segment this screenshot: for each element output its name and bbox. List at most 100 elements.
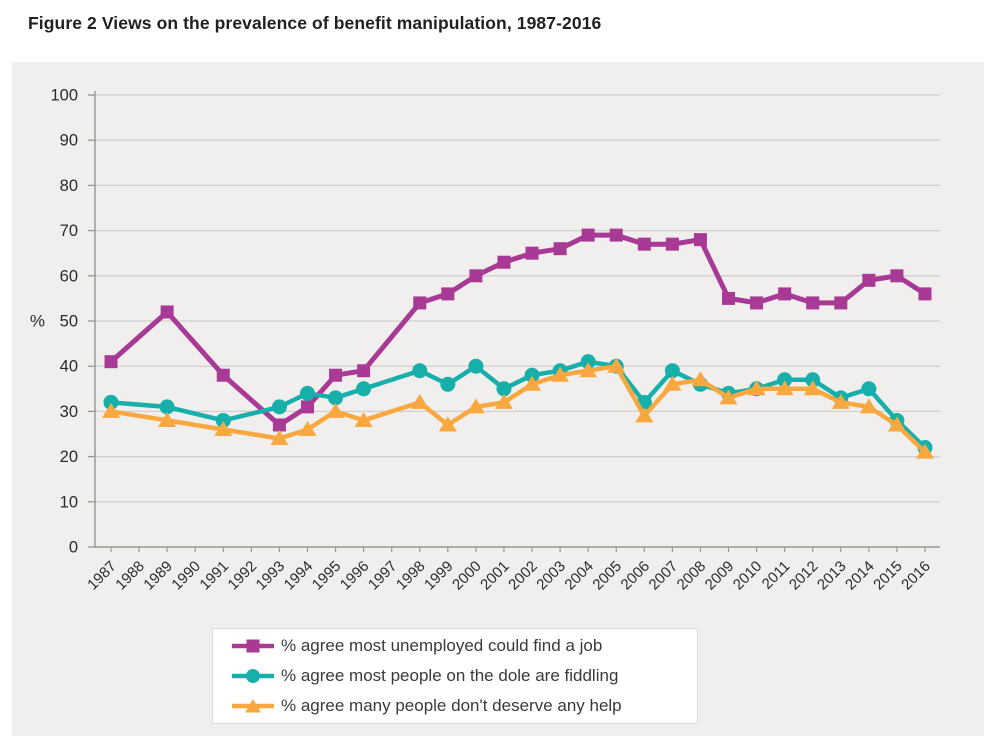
legend-circle [246, 669, 260, 683]
legend-square [246, 639, 260, 653]
series-square-marker [497, 255, 511, 269]
y-axis-tick-label: 80 [60, 177, 78, 195]
x-axis-tick-label: 1989 [140, 558, 176, 594]
series-circle-marker [664, 363, 680, 379]
x-axis-tick-label: 1993 [253, 558, 289, 594]
series-square-marker [890, 269, 904, 283]
series-square-marker [834, 296, 848, 310]
x-axis-tick-label: 1987 [84, 558, 120, 594]
series-circle-marker [861, 381, 877, 397]
x-axis-tick-label: 2006 [618, 558, 654, 594]
y-axis-unit-label: % [30, 312, 45, 331]
x-axis-tick-label: 1992 [225, 558, 261, 594]
series-square-marker [525, 246, 539, 260]
x-axis-tick-label: 2012 [786, 558, 822, 594]
series-square-marker [441, 287, 455, 301]
series-triangle-marker [438, 416, 457, 432]
series-circle-marker [524, 367, 540, 383]
x-axis-tick-label: 2009 [702, 558, 738, 594]
series-square-marker [272, 418, 286, 432]
series-triangle-marker [747, 380, 766, 396]
series-circle-marker [440, 376, 456, 392]
x-axis-tick-label: 1988 [112, 558, 148, 594]
x-axis-tick-label: 1997 [365, 558, 401, 594]
series-square-marker [329, 368, 343, 382]
series-circle-marker [215, 412, 231, 428]
series-circle-marker [805, 372, 821, 388]
legend-circle-glyph [232, 669, 274, 683]
series-square-marker [778, 287, 792, 301]
x-axis-tick-label: 2007 [646, 558, 682, 594]
series-triangle-marker [635, 407, 654, 423]
series-triangle-marker [270, 430, 289, 446]
x-axis-tick-label: 1996 [337, 558, 373, 594]
series-triangle-marker [579, 362, 598, 378]
y-axis-tick-label: 60 [60, 267, 78, 285]
y-axis-tick-label: 30 [60, 403, 78, 421]
legend-triangle [245, 699, 261, 713]
series-circle-marker [777, 372, 793, 388]
x-axis-tick-label: 1995 [309, 558, 345, 594]
series-triangle-marker [102, 402, 120, 418]
series-triangle-marker [691, 371, 710, 387]
series-circle-marker [328, 390, 344, 406]
x-axis-tick-label: 2005 [589, 558, 625, 594]
series-square-marker [665, 237, 679, 251]
series-triangle-marker [354, 411, 373, 427]
series-triangle-marker [466, 398, 485, 414]
series-circle-marker [468, 358, 484, 374]
series-line-circle [110, 359, 927, 450]
series-circle-marker [159, 399, 175, 415]
y-axis-tick-label: 20 [60, 448, 78, 466]
legend-item-dole-fiddling: % agree most people on the dole are fidd… [229, 662, 697, 690]
legend-label: % agree many people don't deserve any he… [281, 696, 622, 715]
x-axis-tick-label: 2008 [674, 558, 710, 594]
series-triangle-marker [663, 375, 682, 391]
x-axis-tick-label: 1998 [393, 558, 429, 594]
series-triangle-marker [494, 393, 513, 409]
series-square-marker [160, 305, 174, 319]
series-triangle-marker [887, 416, 906, 432]
legend-item-could-find-job: % agree most unemployed could find a job [229, 632, 697, 660]
x-axis-tick-label: 2013 [814, 558, 850, 594]
series-circle-marker [496, 381, 512, 397]
series-square-marker [300, 400, 314, 414]
series-triangle-marker [859, 398, 878, 414]
series-square-marker [357, 364, 371, 378]
x-axis-tick-label: 2015 [870, 558, 906, 594]
series-triangle-marker [326, 402, 345, 418]
series-square-marker [722, 291, 736, 305]
series-square-marker [609, 228, 623, 242]
series-triangle-marker [775, 380, 794, 396]
chart-legend: % agree most unemployed could find a job… [212, 628, 698, 724]
series-square-marker [806, 296, 820, 310]
series-square-marker [918, 287, 932, 301]
series-circle-marker [412, 363, 428, 379]
series-square-marker [693, 233, 707, 247]
series-square-marker [553, 242, 567, 256]
chart-panel: 0 10 20 30 40 50 60 70 80 90 100% 1987 1988 1989 1990 1… [12, 62, 984, 736]
y-axis-tick-label: 0 [69, 539, 78, 557]
y-axis-tick-label: 50 [60, 313, 78, 331]
legend-square-glyph [232, 639, 274, 653]
y-axis-tick-label: 100 [50, 87, 78, 105]
series-square-marker [750, 296, 764, 310]
series-square-marker [862, 273, 876, 287]
series-square-marker [637, 237, 651, 251]
series-triangle-marker [298, 420, 317, 436]
series-triangle-marker [831, 393, 850, 409]
series-triangle-marker [803, 380, 822, 396]
x-axis-tick-label: 2000 [449, 558, 485, 594]
legend-item-dont-deserve-help: % agree many people don't deserve any he… [229, 692, 697, 720]
series-circle-marker [356, 381, 372, 397]
series-triangle-marker [551, 366, 570, 382]
y-axis-tick-label: 10 [60, 493, 78, 511]
legend-square-marker-icon [229, 637, 277, 655]
legend-triangle-marker-icon [229, 697, 277, 715]
series-triangle-marker [607, 357, 626, 373]
x-axis-tick-label: 1994 [281, 558, 317, 594]
x-axis-tick-label: 2010 [730, 558, 766, 594]
line-chart: 0102030405060708090100%19871988198919901… [30, 87, 940, 594]
legend-label: % agree most unemployed could find a job [281, 636, 603, 655]
y-axis-tick-label: 70 [60, 222, 78, 240]
